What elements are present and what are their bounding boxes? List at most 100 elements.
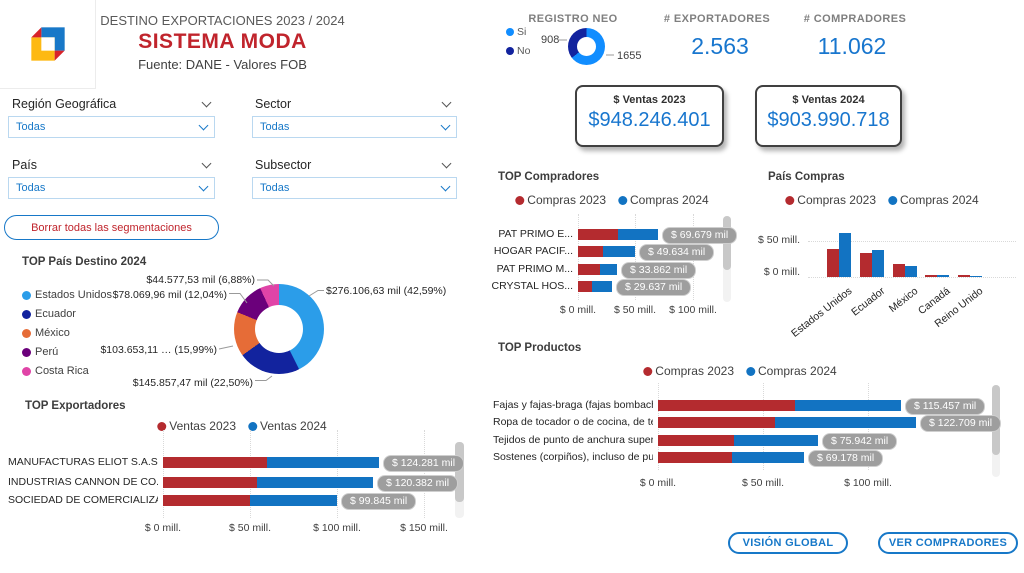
value-label: $ 99.845 mil — [341, 493, 417, 510]
column-2024[interactable] — [937, 275, 949, 277]
column-2023[interactable] — [925, 275, 937, 277]
category-label: Fajas y fajas-braga (fajas bombacha... — [493, 399, 653, 411]
legend-dot-icon — [785, 195, 795, 205]
legend-dot-icon — [506, 47, 514, 55]
chevron-down-icon[interactable] — [441, 97, 452, 107]
bar-segment-2023[interactable] — [578, 229, 618, 240]
axis-tick-label: $ 50 mill. — [757, 234, 800, 246]
subsector-dropdown-value: Todas — [260, 182, 290, 194]
column-2023[interactable] — [860, 253, 872, 277]
sector-dropdown[interactable]: Todas — [252, 116, 457, 138]
legend-item[interactable]: Compras 2023 — [515, 193, 606, 207]
scrollbar-thumb[interactable] — [455, 442, 464, 502]
bar-segment-2023[interactable] — [163, 477, 257, 488]
bar-segment-2023[interactable] — [163, 495, 250, 506]
bar-segment-2023[interactable] — [658, 417, 775, 428]
pais-destino-donut-chart[interactable] — [234, 284, 324, 374]
legend-item[interactable]: Compras 2024 — [746, 364, 837, 378]
value-label: $ 122.709 mil — [920, 415, 1002, 432]
bar-segment-2024[interactable] — [618, 229, 658, 240]
bar-segment-2024[interactable] — [732, 452, 804, 463]
num-compradores-title: # COMPRADORES — [803, 13, 907, 25]
clear-filters-button[interactable]: Borrar todas las segmentaciones — [4, 215, 219, 240]
column-2023[interactable] — [958, 275, 970, 277]
bar-segment-2023[interactable] — [658, 435, 734, 446]
bar-segment-2023[interactable] — [163, 457, 267, 468]
category-label: HOGAR PACIF... — [493, 245, 573, 257]
donut-legend-item[interactable]: Perú — [22, 346, 58, 358]
sector-dropdown-value: Todas — [260, 121, 290, 133]
bar-segment-2024[interactable] — [250, 495, 337, 506]
num-exportadores-title: # EXPORTADORES — [663, 13, 771, 25]
donut-legend-item[interactable]: Ecuador — [22, 308, 76, 320]
legend-label: No — [517, 45, 531, 57]
registro-neo-no-value: 908 — [541, 34, 560, 46]
legend-item[interactable]: Compras 2023 — [643, 364, 734, 378]
column-2023[interactable] — [893, 264, 905, 277]
gridline — [808, 241, 1016, 242]
registro-legend-item[interactable]: No — [506, 45, 530, 57]
column-2024[interactable] — [872, 250, 884, 277]
axis-tick-label: $ 50 mill. — [613, 304, 656, 316]
column-2023[interactable] — [827, 249, 839, 277]
bar-segment-2024[interactable] — [267, 457, 379, 468]
bar-segment-2023[interactable] — [578, 281, 592, 292]
axis-tick-label: $ 0 mill. — [763, 266, 800, 278]
bar-segment-2024[interactable] — [775, 417, 916, 428]
chevron-down-icon[interactable] — [201, 97, 212, 107]
registro-neo-title: REGISTRO NEO — [528, 13, 618, 25]
category-label: SOCIEDAD DE COMERCIALIZA... — [8, 494, 158, 506]
bar-segment-2024[interactable] — [795, 400, 901, 411]
legend-dot-icon — [157, 421, 167, 431]
bar-segment-2023[interactable] — [658, 400, 795, 411]
legend-item[interactable]: Compras 2023 — [785, 193, 876, 207]
region-slicer-label: Región Geográfica — [12, 97, 117, 111]
donut-legend-item[interactable]: Costa Rica — [22, 365, 89, 377]
vision-global-button[interactable]: VISIÓN GLOBAL — [728, 532, 848, 554]
bar-segment-2023[interactable] — [658, 452, 732, 463]
donut-legend-item[interactable]: México — [22, 327, 70, 339]
bar-segment-2024[interactable] — [734, 435, 818, 446]
legend-label: Ventas 2024 — [260, 419, 327, 433]
subsector-dropdown[interactable]: Todas — [252, 177, 457, 199]
bar-segment-2024[interactable] — [600, 264, 617, 275]
legend-dot-icon — [22, 347, 31, 357]
category-label: INDUSTRIAS CANNON DE CO... — [8, 476, 158, 488]
value-label: $ 29.637 mil — [616, 279, 692, 296]
donut-legend-item[interactable]: Estados Unidos — [22, 289, 112, 301]
column-2024[interactable] — [970, 276, 982, 277]
chevron-down-icon[interactable] — [441, 158, 452, 168]
value-label: $ 120.382 mil — [377, 475, 459, 492]
legend-item[interactable]: Compras 2024 — [618, 193, 709, 207]
exportadores-scrollbar[interactable] — [455, 442, 464, 518]
column-2024[interactable] — [839, 233, 851, 277]
registro-legend-item[interactable]: Si — [506, 26, 526, 38]
legend-item[interactable]: Compras 2024 — [888, 193, 979, 207]
sector-slicer-header: Sector — [255, 97, 452, 111]
registro-neo-donut-chart[interactable] — [568, 28, 605, 65]
bar-segment-2024[interactable] — [257, 477, 373, 488]
bar-segment-2023[interactable] — [578, 246, 603, 257]
report-header: DESTINO EXPORTACIONES 2023 / 2024 SISTEM… — [100, 13, 345, 72]
legend-label: Si — [517, 26, 527, 38]
bar-segment-2023[interactable] — [578, 264, 600, 275]
column-2024[interactable] — [905, 266, 917, 277]
value-label: $ 69.178 mil — [808, 450, 884, 467]
gridline — [578, 214, 579, 300]
pais-dropdown[interactable]: Todas — [8, 177, 215, 199]
registro-neo-si-value: 1655 — [617, 50, 642, 62]
legend-item[interactable]: Ventas 2024 — [248, 419, 327, 433]
legend-dot-icon — [22, 309, 31, 319]
donut-callout: $78.069,96 mil (12,04%) — [112, 289, 227, 301]
donut-callout: $276.106,63 mil (42,59%) — [326, 285, 447, 297]
bar-segment-2024[interactable] — [592, 281, 612, 292]
region-dropdown[interactable]: Todas — [8, 116, 215, 138]
legend-item[interactable]: Ventas 2023 — [157, 419, 236, 433]
chevron-down-icon[interactable] — [201, 158, 212, 168]
bar-segment-2024[interactable] — [603, 246, 635, 257]
ver-compradores-button[interactable]: VER COMPRADORES — [878, 532, 1018, 554]
chevron-down-icon — [440, 181, 451, 191]
pais-destino-title: TOP País Destino 2024 — [22, 256, 147, 268]
axis-tick-label: $ 50 mill. — [741, 477, 784, 489]
